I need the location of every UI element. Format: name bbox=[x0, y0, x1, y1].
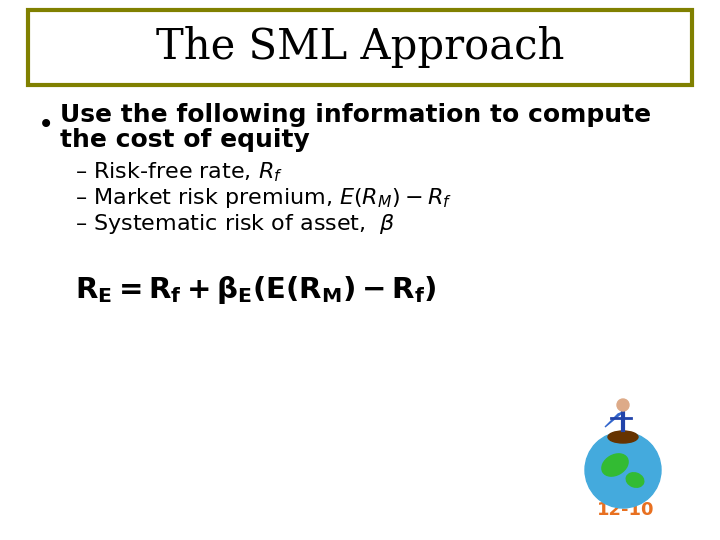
Ellipse shape bbox=[626, 472, 644, 487]
Ellipse shape bbox=[608, 431, 638, 443]
Text: $\mathbf{R_E = R_f + \beta_E(E(R_M) - R_f)}$: $\mathbf{R_E = R_f + \beta_E(E(R_M) - R_… bbox=[75, 274, 437, 306]
Text: – Systematic risk of asset,  $\beta$: – Systematic risk of asset, $\beta$ bbox=[75, 212, 395, 236]
Polygon shape bbox=[605, 412, 623, 427]
Text: The SML Approach: The SML Approach bbox=[156, 26, 564, 69]
Text: 12-10: 12-10 bbox=[598, 501, 654, 519]
Text: the cost of equity: the cost of equity bbox=[60, 128, 310, 152]
Ellipse shape bbox=[602, 454, 628, 476]
Text: •: • bbox=[38, 111, 54, 139]
Circle shape bbox=[617, 399, 629, 411]
Text: – Market risk premium, $E(R_M) - R_f$: – Market risk premium, $E(R_M) - R_f$ bbox=[75, 186, 452, 210]
Text: – Risk-free rate, $R_f$: – Risk-free rate, $R_f$ bbox=[75, 160, 283, 184]
Text: Use the following information to compute: Use the following information to compute bbox=[60, 103, 651, 127]
Circle shape bbox=[585, 432, 661, 508]
FancyBboxPatch shape bbox=[28, 10, 692, 85]
